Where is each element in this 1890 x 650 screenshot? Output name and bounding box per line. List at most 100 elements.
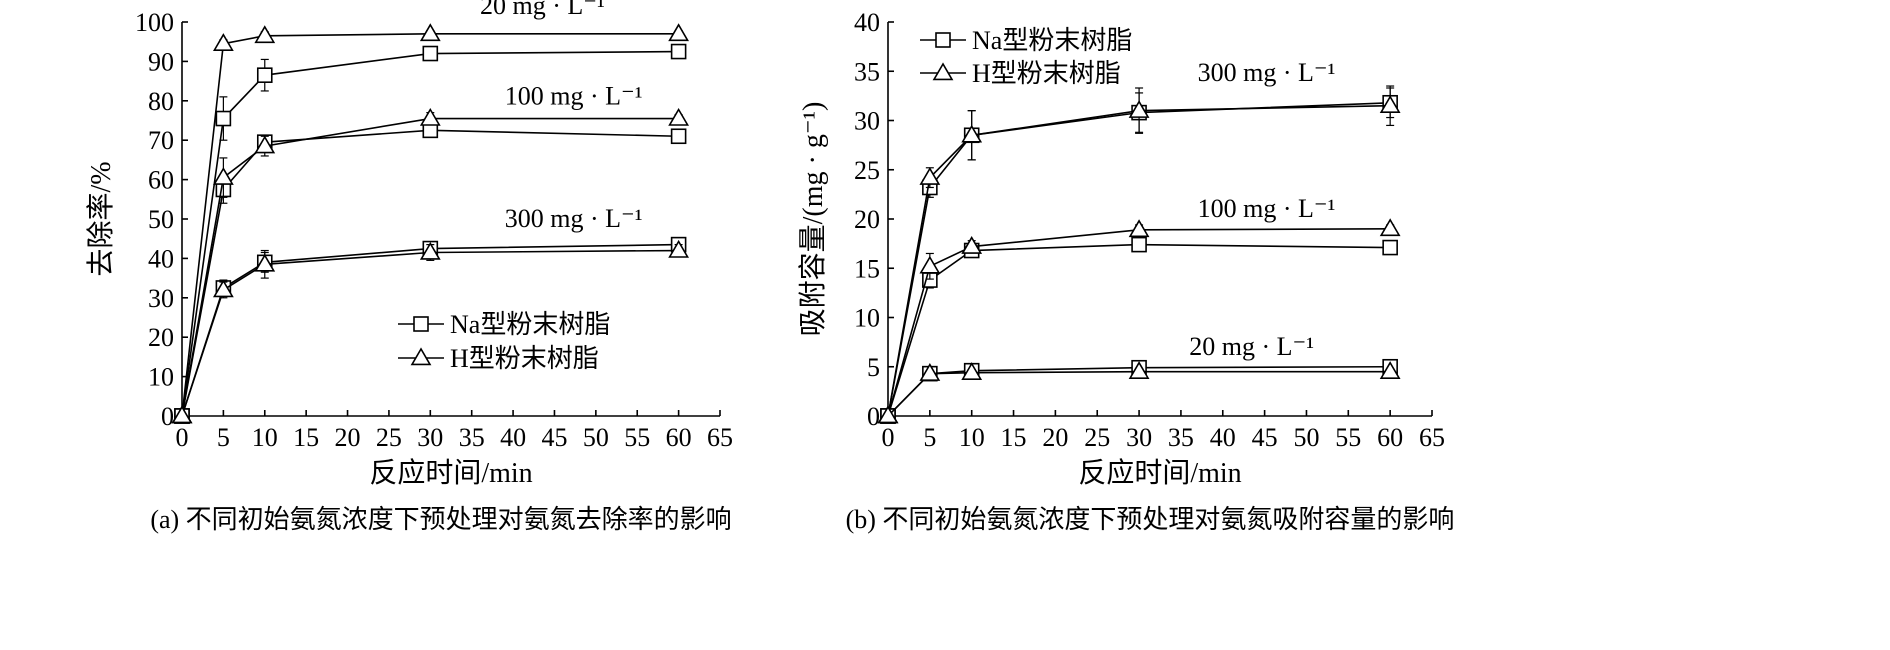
data-point-triangle [668,239,690,258]
x-tick-label: 15 [1001,423,1027,452]
y-tick-label: 100 [135,8,174,37]
x-tick-label: 30 [417,423,443,452]
y-tick-label: 60 [148,166,174,195]
y-tick-label: 0 [867,402,880,431]
data-point-triangle [961,235,983,254]
y-axis-title: 吸附容量/(mg · g⁻¹) [797,102,829,337]
x-tick-label: 5 [217,423,230,452]
concentration-annotation: 300 mg · L⁻¹ [1198,58,1336,87]
x-tick-label: 0 [176,423,189,452]
legend-item: H型粉末树脂 [398,344,599,373]
x-tick-label: 60 [666,423,692,452]
x-tick-label: 55 [624,423,650,452]
y-tick-label: 30 [148,284,174,313]
x-tick-label: 45 [541,423,567,452]
x-tick-label: 65 [1419,423,1445,452]
legend-triangle-marker [932,62,954,81]
legend-square-marker [413,316,429,332]
legend: Na型粉末树脂 H型粉末树脂 [398,310,610,373]
legend-label: H型粉末树脂 [972,59,1121,88]
data-point-square [1131,236,1147,253]
data-point-triangle [419,23,441,42]
y-tick-label: 40 [148,244,174,273]
x-tick-label: 45 [1252,423,1278,452]
y-tick-label: 70 [148,126,174,155]
data-point-triangle [961,362,983,380]
legend-item: H型粉末树脂 [920,59,1121,88]
data-point-square [1382,239,1398,256]
x-tick-label: 65 [707,423,733,452]
data-point-triangle [919,167,941,185]
x-tick-label: 50 [1293,423,1319,452]
data-point-triangle [919,255,941,274]
data-point-triangle [1379,218,1401,237]
x-tick-label: 55 [1335,423,1361,452]
x-tick-label: 35 [459,423,485,452]
concentration-annotation: 100 mg · L⁻¹ [1198,194,1336,223]
y-tick-label: 10 [854,304,880,333]
series-line [181,129,679,417]
legend-item: Na型粉末树脂 [398,310,610,339]
figure-caption-b: (b) 不同初始氨氮浓度下预处理对氨氮吸附容量的影响 [846,505,1455,534]
data-point-triangle [1128,361,1150,379]
concentration-annotation: 20 mg · L⁻¹ [1189,332,1314,361]
concentration-annotation: 300 mg · L⁻¹ [505,204,643,233]
data-point-triangle [1379,95,1401,114]
data-point-triangle [961,124,983,143]
x-tick-label: 35 [1168,423,1194,452]
x-tick-label: 30 [1126,423,1152,452]
x-tick-label: 10 [959,423,985,452]
y-tick-label: 20 [148,323,174,352]
figure-caption-a: (a) 不同初始氨氮浓度下预处理对氨氮去除率的影响 [150,505,731,534]
x-axis-title: 反应时间/min [369,457,532,489]
y-tick-label: 15 [854,254,880,283]
data-point-triangle [668,107,690,126]
y-axis-title: 去除率/% [85,161,117,276]
series-b-1 [877,85,1401,424]
data-point-triangle [1379,361,1401,379]
data-point-triangle [254,253,276,272]
data-point-triangle [919,363,941,381]
data-point-square [422,45,439,62]
series-b-5 [877,361,1401,424]
x-tick-label: 15 [293,423,319,452]
y-tick-label: 20 [854,205,880,234]
data-point-triangle [212,33,234,51]
legend-square-marker [935,32,951,48]
data-point-square [670,128,687,145]
y-tick-label: 35 [854,57,880,86]
legend: Na型粉末树脂 H型粉末树脂 [920,26,1132,88]
data-point-triangle [171,405,193,424]
y-tick-label: 50 [148,205,174,234]
y-tick-label: 0 [161,402,174,431]
data-point-triangle [668,23,690,42]
x-tick-label: 20 [335,423,361,452]
legend-triangle-marker [410,347,432,366]
y-tick-label: 90 [148,47,174,76]
legend-label: Na型粉末树脂 [972,26,1132,55]
series-line [887,243,1391,417]
concentration-annotation: 20 mg · L⁻¹ [480,0,605,20]
series-a-3 [171,107,690,424]
legend-item: Na型粉末树脂 [920,26,1132,55]
chart-panel-b: 0 5 10 15 20 25 30 35 40 45 50 55 60 6505101520253035… [797,8,1454,534]
chart-panel-a: 0 5 10 15 20 25 30 35 40 45 50 55 60 6501020304050607… [85,0,733,534]
y-tick-label: 5 [867,353,880,382]
x-tick-label: 20 [1042,423,1068,452]
data-point-triangle [254,135,276,154]
x-tick-label: 60 [1377,423,1403,452]
x-tick-label: 40 [500,423,526,452]
x-tick-label: 25 [1084,423,1110,452]
x-tick-label: 10 [252,423,278,452]
concentration-annotation: 100 mg · L⁻¹ [505,82,643,111]
data-point-triangle [212,167,234,185]
x-tick-label: 40 [1210,423,1236,452]
data-point-triangle [1128,100,1150,118]
legend-label: Na型粉末树脂 [450,310,610,339]
data-point-square [670,43,687,60]
x-tick-label: 0 [882,423,895,452]
x-tick-label: 50 [583,423,609,452]
y-tick-label: 40 [854,8,880,37]
x-axis-title: 反应时间/min [1078,457,1241,489]
